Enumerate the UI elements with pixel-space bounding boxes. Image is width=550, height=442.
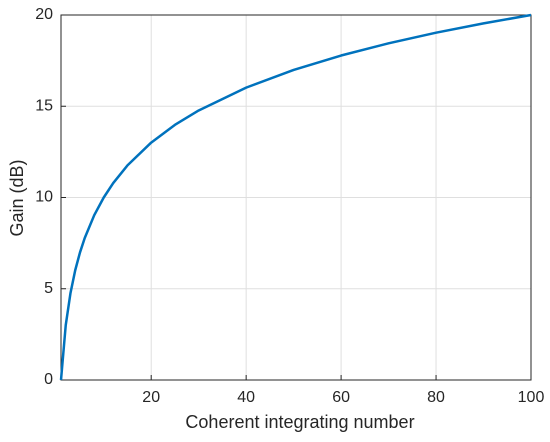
x-tick-label: 100 [518,389,545,406]
y-tick-label: 5 [44,280,53,297]
y-axis-label: Gain (dB) [7,159,27,236]
y-tick-label: 20 [35,6,53,23]
plot-frame [60,14,532,381]
x-tick-label: 80 [427,389,445,406]
x-axis-label: Coherent integrating number [185,412,414,432]
x-tick-label: 40 [237,389,255,406]
x-tick-label: 60 [332,389,350,406]
y-tick-label: 0 [44,371,53,388]
y-tick-label: 15 [35,97,53,114]
y-tick-label: 10 [35,189,53,206]
data-line [59,13,532,381]
x-tick-label: 20 [142,389,160,406]
